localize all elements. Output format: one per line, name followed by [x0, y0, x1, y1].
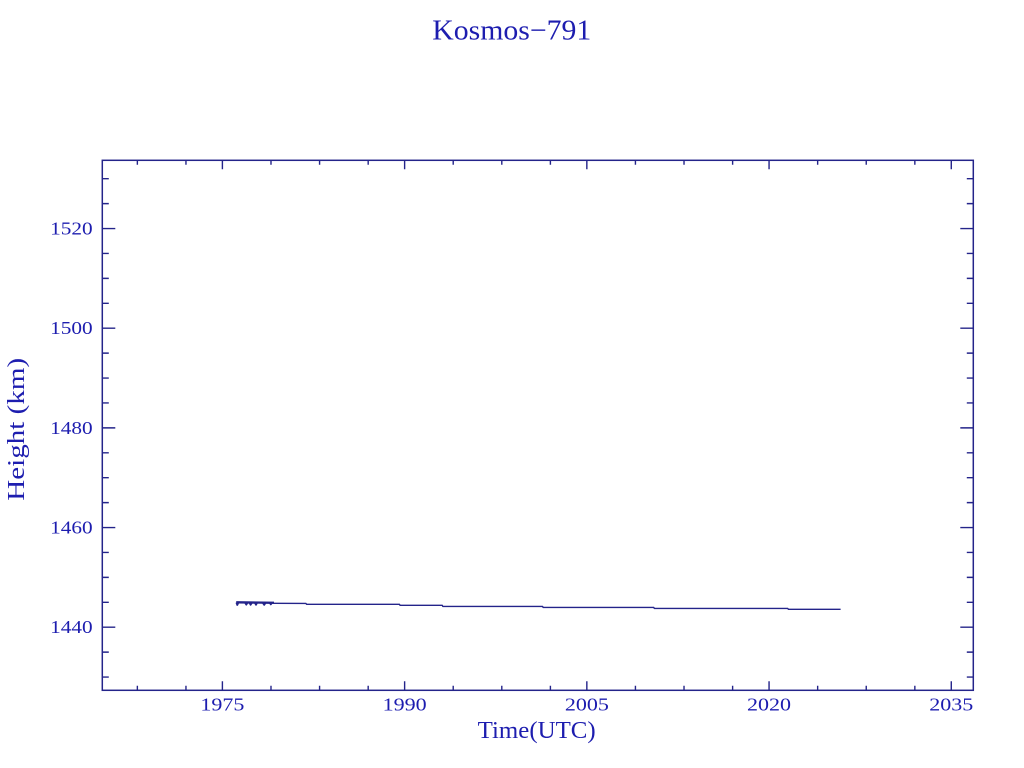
svg-text:2020: 2020 [747, 695, 791, 715]
svg-text:1480: 1480 [50, 418, 93, 438]
svg-text:1440: 1440 [50, 617, 93, 637]
svg-text:Height (km): Height (km) [4, 358, 30, 501]
svg-text:1500: 1500 [50, 318, 93, 338]
svg-text:Kosmos−791: Kosmos−791 [432, 15, 591, 46]
svg-text:1460: 1460 [50, 517, 93, 537]
svg-text:2005: 2005 [565, 695, 609, 715]
svg-text:1990: 1990 [383, 695, 427, 715]
svg-text:2035: 2035 [929, 695, 973, 715]
svg-text:1975: 1975 [200, 695, 244, 715]
svg-text:Time(UTC): Time(UTC) [478, 718, 596, 744]
svg-text:1520: 1520 [50, 218, 93, 238]
